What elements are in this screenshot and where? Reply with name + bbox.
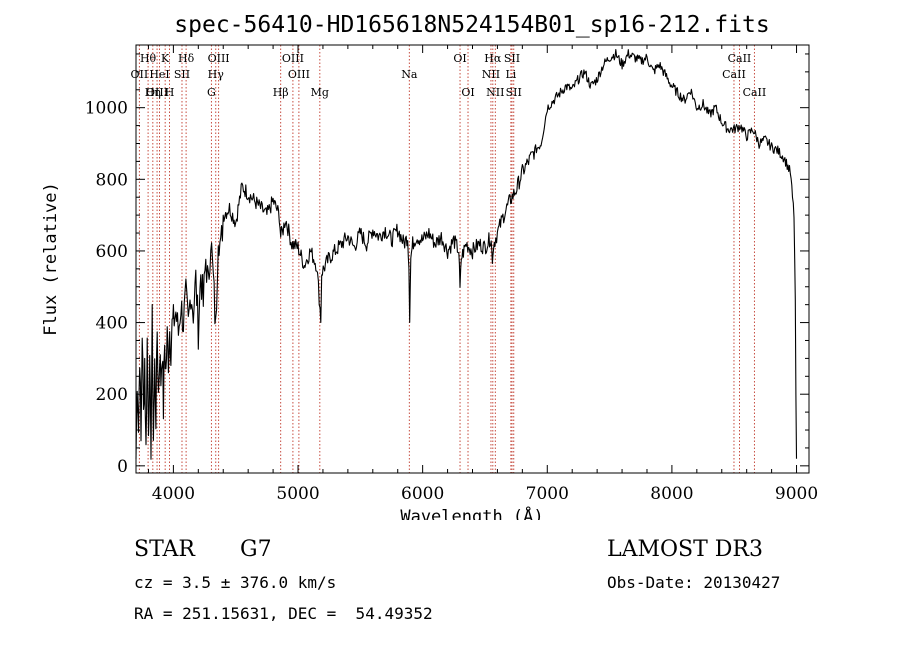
y-tick-label: 800	[96, 170, 128, 190]
line-label: CaII	[743, 86, 767, 99]
line-label: SII	[504, 52, 520, 65]
line-label: CaII	[728, 52, 752, 65]
x-tick-label: 6000	[401, 484, 444, 504]
x-tick-label: 5000	[276, 484, 319, 504]
line-label: Mg	[311, 86, 329, 99]
line-label: Hγ	[208, 68, 225, 81]
x-tick-label: 9000	[775, 484, 818, 504]
line-label: OI	[453, 52, 466, 65]
obs-date: Obs-Date: 20130427	[607, 573, 781, 592]
line-label: Hα	[484, 52, 502, 65]
line-label: Li	[505, 68, 516, 81]
y-tick-label: 1000	[85, 99, 128, 119]
spectrum-line	[135, 48, 798, 460]
line-label: G	[207, 86, 216, 99]
line-label: SII	[174, 68, 190, 81]
line-label: HeI	[149, 68, 169, 81]
y-tick-label: 0	[117, 457, 128, 477]
survey-name: LAMOST DR3	[607, 537, 763, 562]
y-tick-label: 600	[96, 242, 128, 262]
line-label: NII	[482, 68, 500, 81]
line-markers	[138, 45, 755, 473]
y-tick-label: 400	[96, 314, 128, 334]
x-tick-label: 7000	[526, 484, 569, 504]
redshift-info: cz = 3.5 ± 376.0 km/s	[134, 573, 337, 592]
line-label: H	[165, 86, 175, 99]
x-tick-label: 4000	[152, 484, 195, 504]
line-label: Hβ	[273, 86, 289, 99]
x-axis: 4000 5000 6000 7000 8000 9000	[147, 45, 818, 504]
x-tick-label: 8000	[650, 484, 693, 504]
line-label: K	[161, 52, 170, 65]
line-label: NII	[486, 86, 504, 99]
line-label: Na	[401, 68, 418, 81]
line-label: SII	[506, 86, 522, 99]
object-class: STAR	[134, 537, 195, 562]
line-label: OIII	[282, 52, 304, 65]
line-label: OI	[461, 86, 474, 99]
line-label: OIII	[146, 86, 168, 99]
y-tick-label: 200	[96, 385, 128, 405]
spectrum-chart: spec-56410-HD165618N524154B01_sp16-212.f…	[41, 12, 818, 520]
line-label: Hη	[145, 86, 161, 99]
line-label: OII	[131, 68, 149, 81]
coordinates: RA = 251.15631, DEC = 54.49352	[134, 604, 433, 623]
line-label: CaII	[722, 68, 746, 81]
line-label: Hθ	[140, 52, 157, 65]
x-axis-label: Wavelength (Å)	[400, 505, 543, 520]
line-label: OIII	[288, 68, 310, 81]
chart-title: spec-56410-HD165618N524154B01_sp16-212.f…	[174, 12, 769, 38]
object-subclass: G7	[240, 537, 272, 562]
line-label: Hδ	[178, 52, 195, 65]
y-axis-label: Flux (relative)	[41, 182, 61, 336]
y-axis: 0 200 400 600 800 1000	[85, 53, 809, 477]
line-labels: Hθ OII OIII K HeI Hη SII H Hδ OIII Hγ G OIII OIII Hβ Mg…	[131, 52, 767, 99]
line-label: OIII	[208, 52, 230, 65]
